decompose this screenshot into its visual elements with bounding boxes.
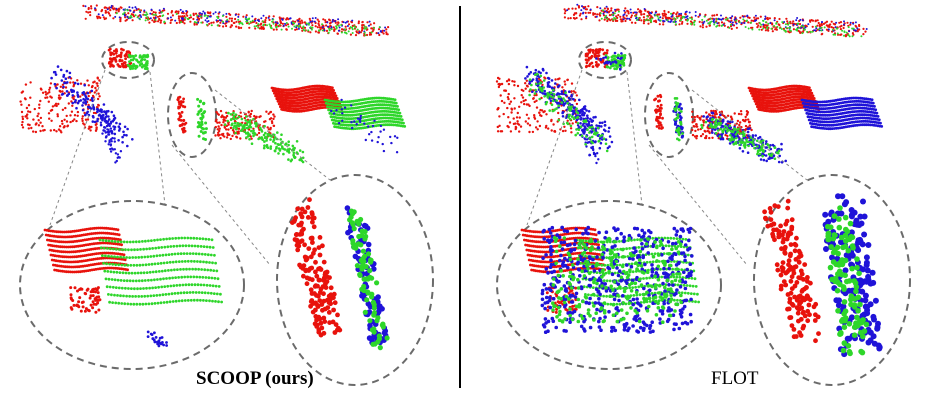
zoom-inset-car (19, 200, 245, 370)
point-cluster (702, 111, 787, 164)
car-points (98, 236, 224, 306)
zoom-connector-line (149, 71, 166, 206)
point-cluster (107, 47, 133, 69)
zoom-inset-car-ellipse (19, 200, 245, 370)
point-cluster (115, 8, 381, 37)
zoom-ellipse-small-car (578, 41, 632, 79)
point-cluster (19, 76, 101, 134)
point-cluster (176, 95, 188, 134)
point-cluster (653, 93, 664, 130)
point-cluster (563, 5, 867, 38)
point-cluster (69, 286, 102, 314)
car-points (800, 96, 884, 131)
point-cluster (700, 117, 781, 160)
point-cluster (290, 197, 343, 338)
zoom-inset-car (496, 200, 722, 370)
point-cluster (551, 235, 683, 325)
zoom-connector-line (214, 89, 331, 181)
zoom-inset-pedestrian-ellipse (276, 174, 434, 386)
point-cluster (595, 51, 623, 71)
point-cloud-scene (495, 3, 884, 266)
zoom-inset-pedestrian (753, 174, 911, 386)
point-cluster (762, 198, 821, 344)
zoom-connector-line (626, 71, 643, 206)
zoom-connector-line (648, 144, 748, 266)
panel-scoop (19, 4, 434, 386)
point-cluster (347, 208, 390, 351)
point-cluster (673, 97, 684, 142)
zoom-ellipse-small-car (101, 41, 155, 79)
caption-scoop: SCOOP (ours) (196, 368, 314, 389)
zoom-connector-line (171, 144, 271, 266)
point-cluster (599, 9, 863, 38)
zoom-inset-car-ellipse (496, 200, 722, 370)
point-cluster (330, 98, 399, 154)
point-cloud-scene (19, 4, 407, 266)
point-cluster (824, 205, 870, 357)
point-cluster (96, 108, 123, 164)
point-cluster (126, 53, 150, 71)
zoom-ellipse-pedestrian (644, 72, 694, 158)
panel-flot (495, 3, 911, 386)
point-cluster (196, 97, 208, 141)
car-points (43, 226, 129, 274)
car-points (323, 96, 407, 131)
zoom-inset-pedestrian (276, 174, 434, 386)
zoom-inset-pedestrian-ellipse (753, 174, 911, 386)
point-cluster (566, 3, 868, 33)
zoom-connector-line (691, 89, 808, 181)
point-cluster (575, 110, 600, 165)
zoom-ellipse-pedestrian (167, 72, 217, 158)
point-cluster (146, 330, 169, 348)
point-cluster (822, 193, 883, 358)
point-cluster (528, 72, 609, 153)
point-cluster (690, 109, 753, 140)
caption-flot: FLOT (711, 368, 759, 389)
point-cluster (223, 111, 305, 164)
point-cluster (214, 109, 276, 141)
